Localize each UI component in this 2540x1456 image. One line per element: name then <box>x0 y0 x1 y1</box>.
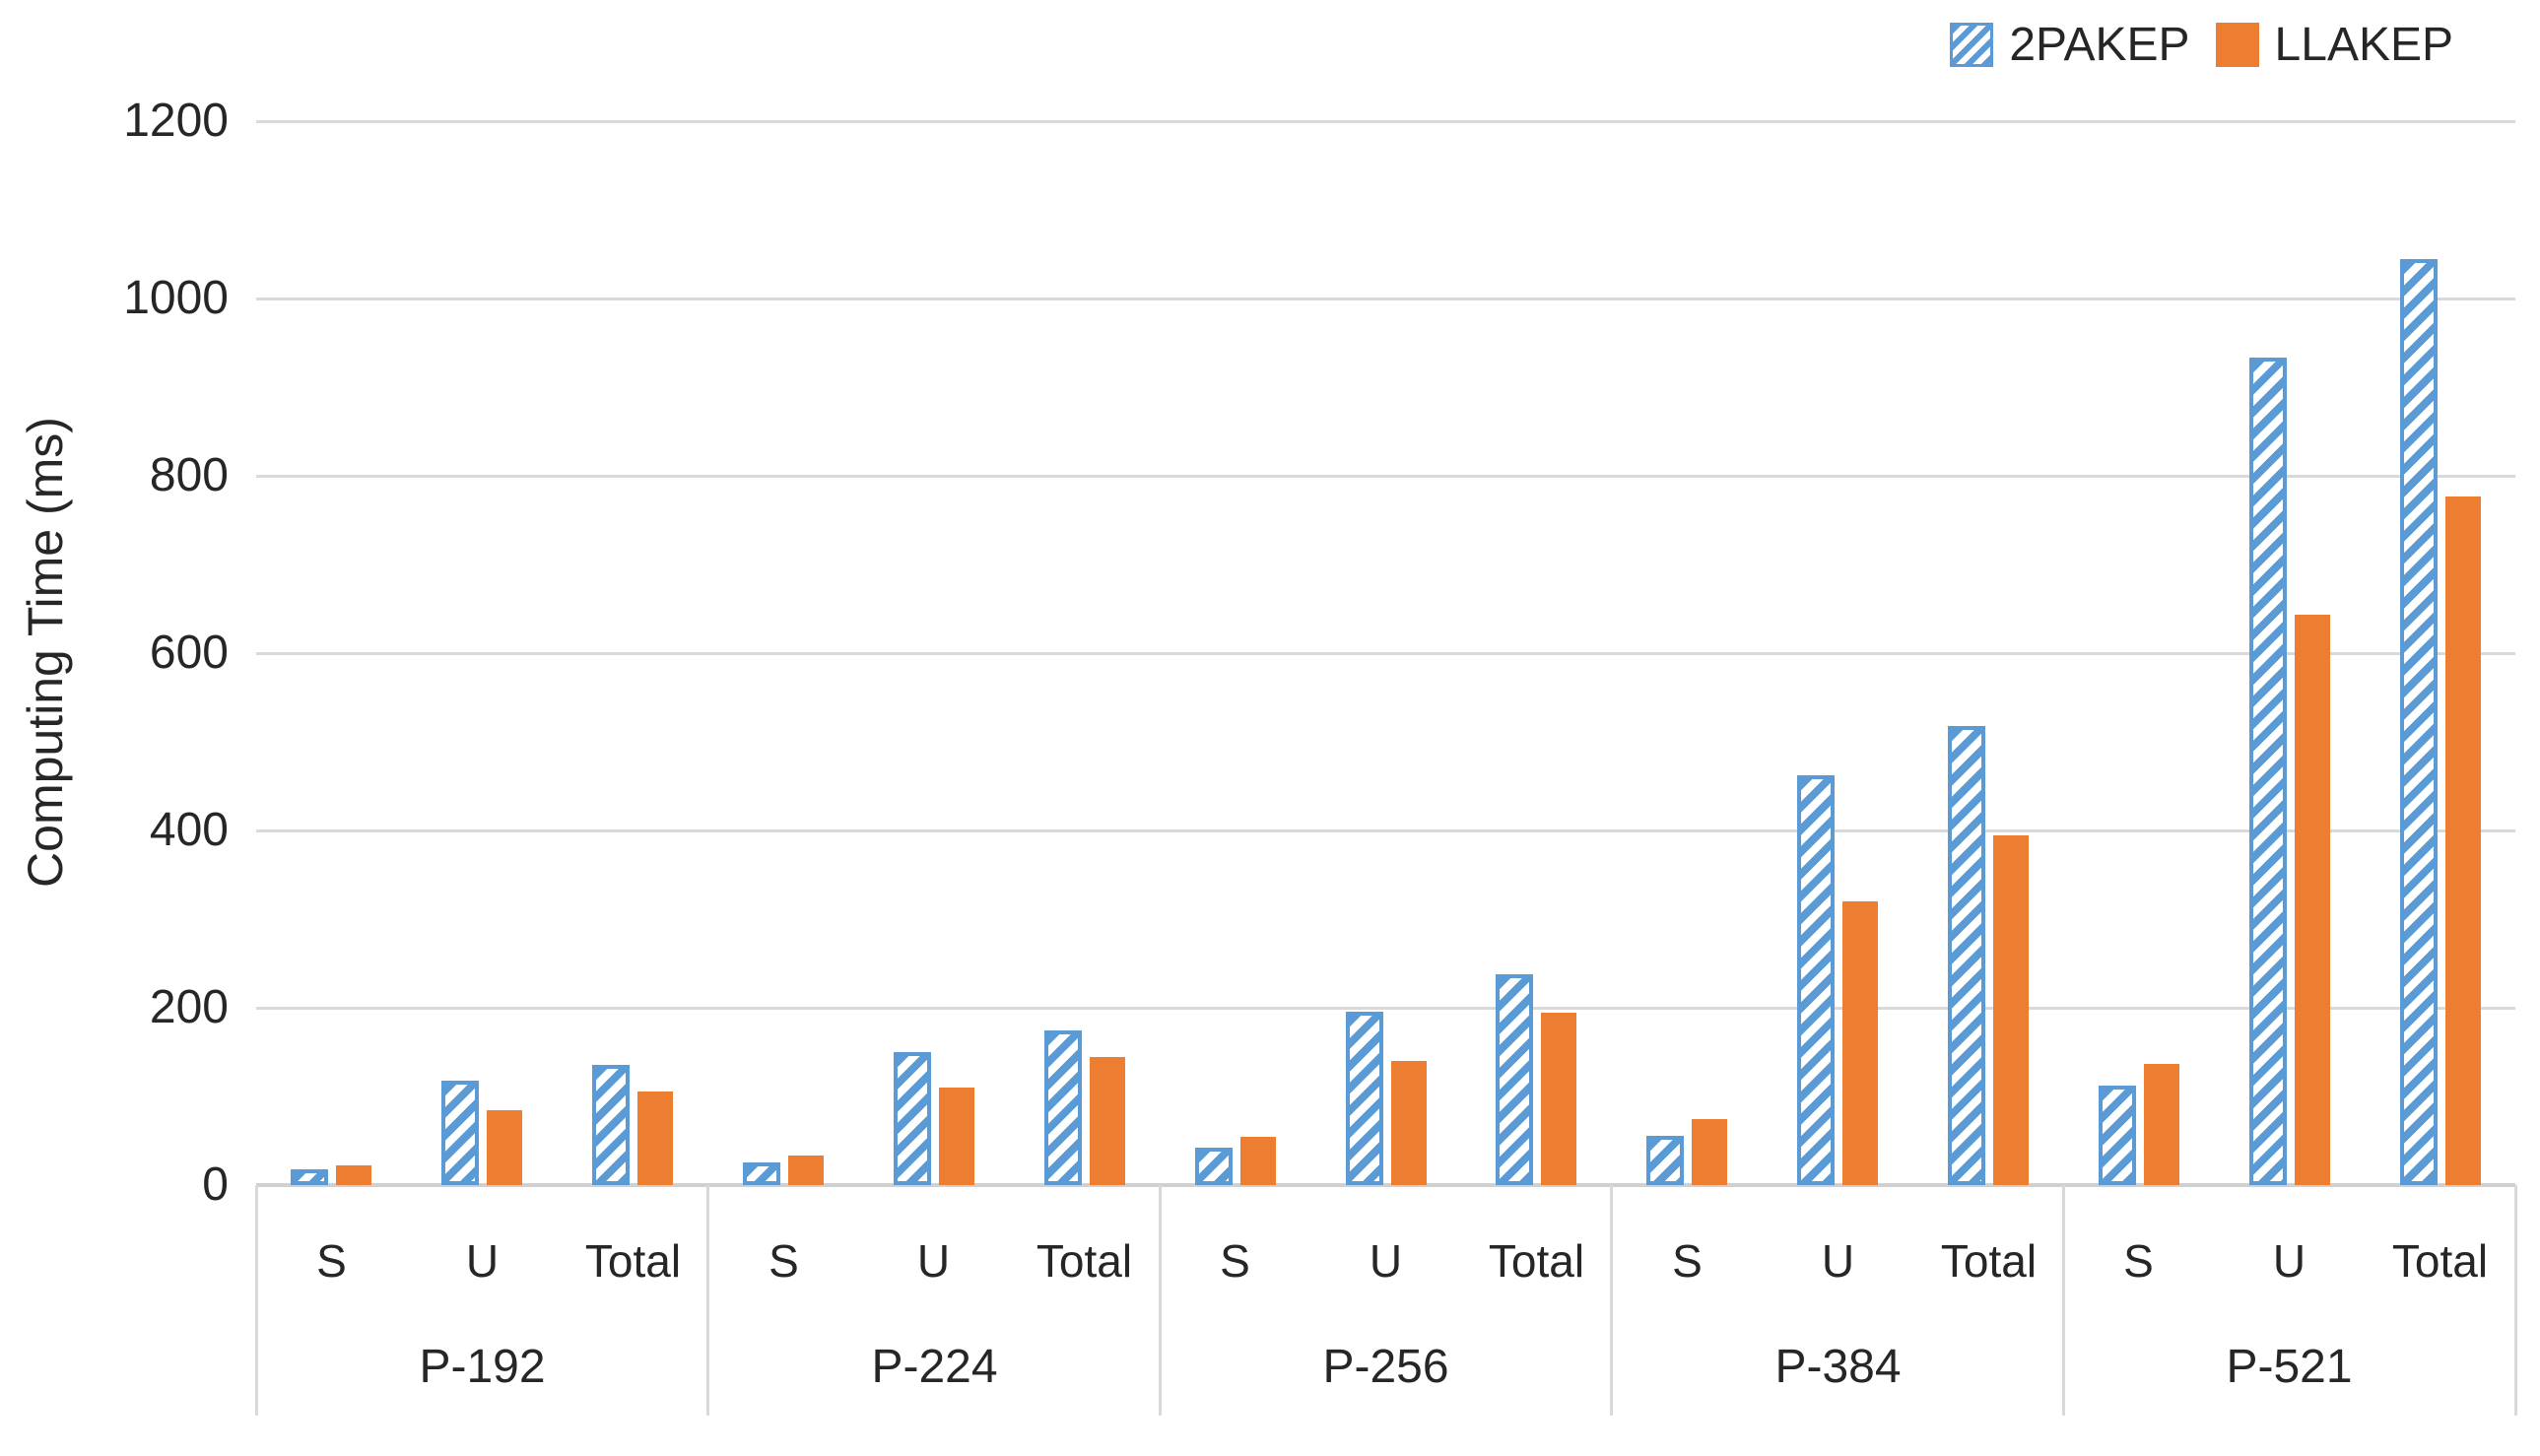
y-axis-title: Computing Time (ms) <box>18 417 73 888</box>
axis-group-label-p-224: P-224 <box>871 1341 998 1393</box>
gridline-1200 <box>256 120 2515 123</box>
legend-swatch-2pakep-icon <box>1950 23 1994 67</box>
axis-label-p-256-u: U <box>1369 1235 1403 1287</box>
axis-group-label-p-521: P-521 <box>2226 1341 2353 1393</box>
y-tick-label-0: 0 <box>202 1158 229 1211</box>
bar-2pakep-p-192-u <box>441 1081 479 1185</box>
gridline-800 <box>256 475 2515 478</box>
bar-llakep-p-224-u <box>939 1088 974 1185</box>
bar-llakep-p-384-s <box>1692 1119 1727 1185</box>
axis-label-p-384-u: U <box>1821 1235 1855 1287</box>
bar-llakep-p-256-s <box>1240 1137 1276 1185</box>
gridline-200 <box>256 1007 2515 1010</box>
gridline-600 <box>256 652 2515 655</box>
gridline-1000 <box>256 298 2515 300</box>
gridline-400 <box>256 829 2515 832</box>
bar-2pakep-p-192-s <box>291 1169 328 1185</box>
bar-llakep-p-224-s <box>788 1156 824 1185</box>
bar-2pakep-p-224-s <box>743 1162 780 1185</box>
bar-2pakep-p-192-total <box>592 1065 630 1185</box>
bar-llakep-p-256-total <box>1541 1013 1576 1185</box>
axis-label-p-192-total: Total <box>584 1235 682 1287</box>
bar-2pakep-p-384-u <box>1797 775 1835 1185</box>
category-divider-5 <box>2514 1185 2517 1416</box>
axis-label-p-521-s: S <box>2123 1235 2154 1287</box>
bar-2pakep-p-224-u <box>894 1052 931 1185</box>
axis-label-p-224-total: Total <box>1036 1235 1133 1287</box>
y-tick-label-400: 400 <box>149 804 229 856</box>
bar-2pakep-p-256-s <box>1195 1148 1233 1185</box>
bar-2pakep-p-521-s <box>2099 1086 2136 1185</box>
bar-2pakep-p-521-u <box>2249 358 2287 1185</box>
gridline-0 <box>256 1183 2515 1187</box>
bar-llakep-p-521-s <box>2144 1064 2179 1185</box>
axis-label-p-521-total: Total <box>2391 1235 2489 1287</box>
axis-label-p-192-s: S <box>316 1235 347 1287</box>
category-divider-3 <box>1610 1185 1613 1416</box>
y-tick-label-1000: 1000 <box>123 272 229 324</box>
legend-label-2pakep: 2PAKEP <box>2009 19 2190 71</box>
bar-llakep-p-521-total <box>2445 496 2481 1185</box>
axis-label-p-256-total: Total <box>1488 1235 1585 1287</box>
bar-2pakep-p-384-total <box>1948 726 1985 1185</box>
y-tick-label-1200: 1200 <box>123 95 229 147</box>
axis-label-p-224-u: U <box>916 1235 951 1287</box>
y-tick-label-200: 200 <box>149 981 229 1033</box>
axis-label-p-384-total: Total <box>1940 1235 2038 1287</box>
category-divider-2 <box>1159 1185 1162 1416</box>
axis-group-label-p-384: P-384 <box>1774 1341 1902 1393</box>
bar-2pakep-p-256-u <box>1346 1012 1383 1185</box>
bar-llakep-p-224-total <box>1090 1057 1125 1185</box>
axis-label-p-384-s: S <box>1672 1235 1703 1287</box>
category-divider-4 <box>2062 1185 2065 1416</box>
bar-2pakep-p-384-s <box>1646 1136 1684 1185</box>
bar-llakep-p-521-u <box>2295 615 2330 1185</box>
axis-label-p-224-s: S <box>769 1235 799 1287</box>
bar-llakep-p-192-s <box>336 1165 371 1185</box>
legend-swatch-llakep-icon <box>2215 23 2259 67</box>
legend-label-llakep: LLAKEP <box>2274 19 2453 71</box>
bar-llakep-p-256-u <box>1391 1061 1427 1185</box>
bar-2pakep-p-224-total <box>1044 1030 1082 1185</box>
y-tick-label-600: 600 <box>149 627 229 679</box>
bar-llakep-p-192-total <box>637 1092 673 1185</box>
axis-group-label-p-192: P-192 <box>419 1341 546 1393</box>
y-tick-label-800: 800 <box>149 449 229 501</box>
axis-label-p-192-u: U <box>465 1235 500 1287</box>
axis-label-p-256-s: S <box>1220 1235 1250 1287</box>
axis-label-p-521-u: U <box>2272 1235 2306 1287</box>
bar-llakep-p-384-u <box>1842 901 1878 1185</box>
category-divider-1 <box>706 1185 709 1416</box>
bar-2pakep-p-256-total <box>1496 974 1533 1185</box>
legend: 2PAKEP LLAKEP <box>1950 18 2453 72</box>
legend-item-llakep: LLAKEP <box>2215 18 2453 72</box>
bar-llakep-p-384-total <box>1993 835 2029 1185</box>
bar-llakep-p-192-u <box>487 1110 522 1185</box>
axis-group-label-p-256: P-256 <box>1322 1341 1449 1393</box>
category-divider-0 <box>255 1185 258 1416</box>
legend-item-2pakep: 2PAKEP <box>1950 18 2190 72</box>
bar-2pakep-p-521-total <box>2400 259 2438 1185</box>
